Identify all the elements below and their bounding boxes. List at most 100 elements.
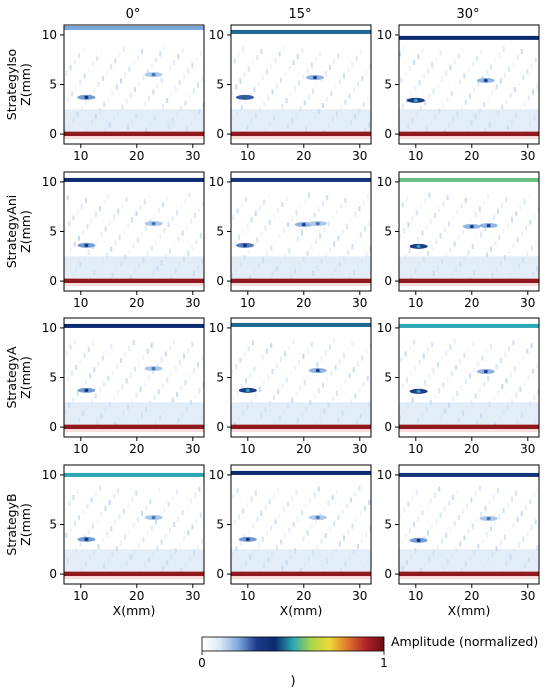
speckle: [180, 385, 183, 391]
speckle: [459, 358, 462, 364]
top-echo: [231, 29, 371, 34]
speckle: [170, 92, 173, 98]
speckle: [315, 518, 317, 524]
speckle: [192, 368, 195, 374]
speckle: [163, 507, 166, 513]
speckle: [274, 519, 277, 525]
speckle: [427, 530, 429, 536]
y-tick-label: 0: [216, 274, 224, 288]
clutter-band: [231, 256, 371, 279]
defect-core: [243, 95, 247, 99]
speckle: [106, 349, 108, 355]
speckle: [75, 85, 78, 91]
speckle: [368, 500, 371, 506]
bottom-echo: [64, 278, 204, 284]
x-tick-label: 30: [520, 296, 535, 310]
speckle: [525, 225, 527, 231]
defect-core: [413, 98, 418, 102]
clutter-band: [399, 256, 539, 279]
bottom-echo-tail: [64, 136, 204, 140]
speckle: [354, 393, 357, 399]
speckle: [66, 195, 69, 201]
speckle: [401, 103, 404, 109]
speckle: [129, 92, 132, 98]
x-tick-label: 20: [464, 149, 479, 163]
speckle: [399, 233, 401, 239]
speckle: [235, 546, 238, 552]
speckle: [336, 489, 338, 495]
speckle: [446, 376, 449, 382]
clutter-band: [231, 549, 371, 572]
y-tick-label: 0: [49, 127, 57, 141]
speckle: [483, 381, 485, 387]
y-tick-label: 0: [384, 567, 392, 581]
speckle: [400, 77, 403, 83]
speckle: [445, 350, 448, 356]
speckle: [247, 66, 250, 72]
speckle: [527, 193, 530, 199]
speckle: [288, 248, 291, 254]
speckle: [516, 237, 519, 243]
speckle: [478, 485, 481, 491]
speckle: [399, 513, 401, 519]
speckle: [232, 395, 235, 401]
speckle: [303, 100, 306, 106]
speckle: [522, 354, 525, 360]
speckle: [358, 485, 361, 491]
speckle: [114, 58, 117, 64]
speckle: [254, 211, 257, 217]
speckle: [134, 366, 136, 372]
speckle: [414, 86, 417, 92]
defect-core: [315, 368, 320, 373]
speckle: [118, 234, 121, 240]
panel: 10 20 30 0 5 10: [42, 317, 205, 456]
y-tick-label: 10: [42, 175, 57, 189]
speckle: [190, 498, 192, 504]
speckle: [295, 489, 298, 495]
speckle: [284, 351, 287, 357]
speckle: [192, 88, 195, 94]
speckle: [142, 537, 145, 543]
speckle: [435, 239, 438, 245]
speckle: [319, 233, 322, 239]
speckle: [439, 512, 442, 518]
speckle: [316, 544, 319, 550]
speckle: [459, 79, 462, 85]
speckle: [171, 495, 174, 501]
speckle: [166, 97, 169, 103]
speckle: [87, 347, 90, 353]
y-tick-label: 5: [384, 78, 392, 92]
defect-core: [151, 515, 156, 520]
speckle: [100, 511, 103, 517]
y-axis-label: Z(mm): [18, 356, 33, 399]
speckle: [263, 101, 266, 107]
speckle: [97, 81, 100, 87]
speckle: [456, 390, 459, 396]
speckle: [357, 81, 359, 87]
x-tick-label: 10: [240, 149, 255, 163]
speckle: [435, 518, 438, 524]
column-title-1: 15°: [288, 7, 311, 22]
speckle: [94, 393, 97, 399]
speckle: [232, 214, 235, 220]
speckle: [476, 238, 478, 244]
speckle: [93, 87, 96, 93]
speckle: [306, 530, 309, 536]
speckle: [518, 81, 520, 87]
y-tick-label: 0: [384, 420, 392, 434]
clutter-band: [64, 256, 204, 279]
speckle: [191, 342, 194, 348]
speckle: [331, 396, 334, 402]
speckle: [280, 539, 282, 545]
speckle: [134, 86, 136, 92]
y-tick-label: 5: [49, 225, 57, 239]
speckle: [359, 232, 362, 238]
speckle: [139, 205, 142, 211]
speckle: [233, 520, 236, 526]
speckle: [471, 523, 474, 529]
speckle: [111, 369, 114, 375]
speckle: [90, 497, 93, 503]
speckle: [275, 363, 278, 369]
speckle: [417, 54, 420, 60]
speckle: [178, 542, 181, 548]
